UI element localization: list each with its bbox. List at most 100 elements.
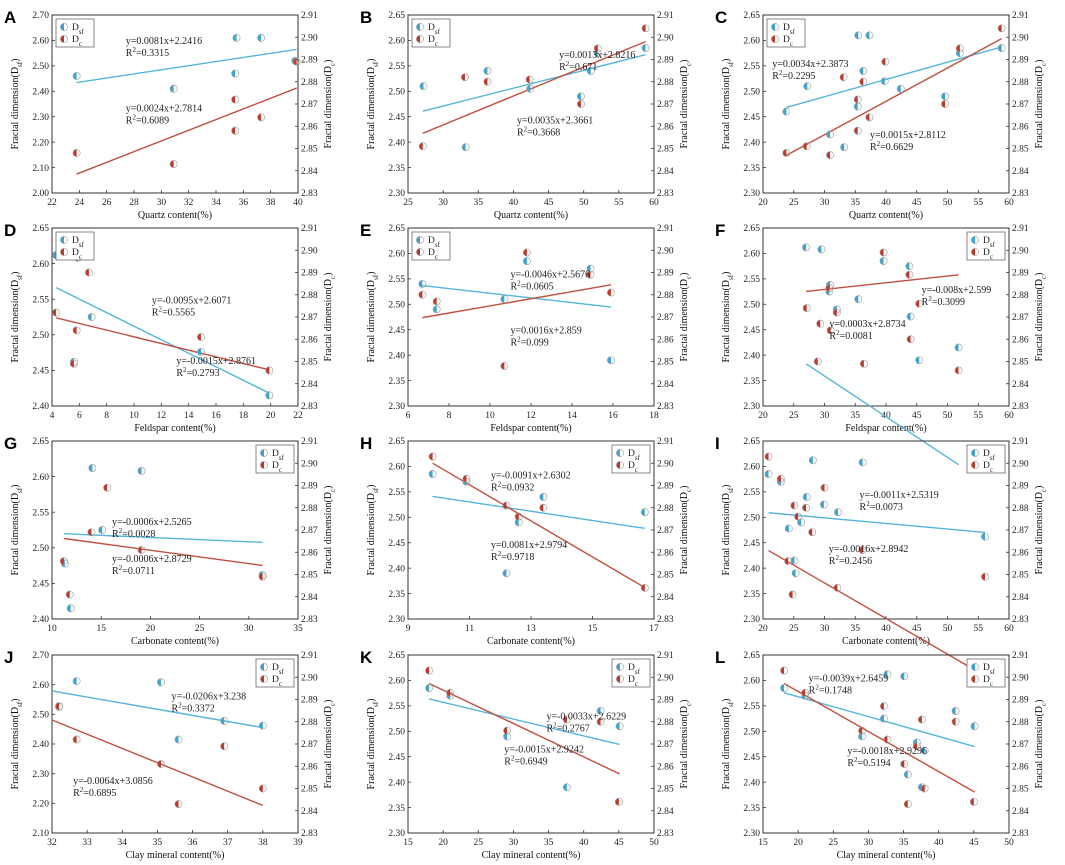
dc-fit-r2-exponent: 2 [566, 60, 570, 68]
dc-point-ring [853, 95, 862, 104]
dc-point-fill [73, 149, 77, 157]
dc-point-fill [881, 58, 886, 66]
y-right-axis-label-sub: c [685, 276, 693, 279]
dsf-fit-equation: y=-0.0206x+3.238 [171, 692, 246, 703]
dc-point-fill [259, 784, 263, 793]
dc-point [900, 760, 909, 768]
y-right-tick-label: 2.89 [657, 56, 674, 66]
dc-point-fill [854, 127, 858, 135]
dsf-fit-r2-exponent: 2 [553, 722, 557, 730]
dc-point-ring [72, 326, 81, 335]
dsf-point [87, 313, 96, 321]
x-axis-label: Quartz content(%) [138, 210, 212, 221]
dsf-point [425, 684, 433, 692]
y-left-axis-label-sub: sf [372, 61, 380, 67]
dsf-point [920, 746, 929, 755]
y-right-tick-label: 2.88 [657, 78, 674, 88]
dsf-point-fill [905, 262, 910, 270]
y-left-tick-label: 2.30 [388, 829, 405, 839]
legend-dc-marker-ring [260, 461, 268, 469]
dc-point-ring [596, 717, 605, 726]
y-left-tick-label: 2.45 [32, 580, 49, 590]
dc-fit-r2-symbol: R [126, 116, 133, 127]
dc-point-ring [640, 583, 649, 592]
dsf-point [859, 67, 868, 75]
y-right-tick-label: 2.87 [657, 526, 674, 536]
dsf-point [461, 143, 470, 152]
dc-point-fill [157, 760, 161, 768]
dc-point-ring [641, 24, 650, 33]
y-left-tick-label: 2.50 [743, 87, 760, 97]
y-right-tick-label: 2.86 [301, 335, 318, 345]
dsf-point-ring [803, 82, 812, 91]
y-left-tick-label: 2.50 [32, 544, 49, 554]
panel-e: E 6 8 10 12 14 16 18 2.30 2.35 2.40 2.45 2.50 2.55 2.6… [360, 221, 693, 434]
dsf-point [483, 67, 492, 75]
y-right-tick-label: 2.91 [301, 651, 318, 661]
dc-fit-r2-exponent: 2 [132, 114, 136, 122]
legend-dc-label-main: D [628, 675, 635, 685]
dsf-point-fill [881, 77, 885, 85]
y-left-tick-label: 2.50 [388, 513, 405, 523]
dc-fit-r2: R2=0.671 [559, 60, 597, 73]
legend-dsf-label-sub: sf [635, 454, 641, 462]
dc-point [428, 452, 437, 461]
dc-point-fill [904, 800, 908, 808]
legend-dc-marker-fill [971, 461, 975, 469]
dsf-fit-r2-symbol: R [491, 483, 498, 494]
y-left-axis-label-tail: ) [366, 485, 377, 488]
dsf-fit-r2-value: =0.3668 [527, 127, 560, 138]
dc-point-fill [429, 452, 433, 461]
dsf-point [66, 604, 75, 613]
y-right-axis-label-tail: ) [679, 60, 690, 63]
y-left-tick-label: 2.55 [388, 62, 405, 72]
dc-point [85, 268, 93, 277]
dc-point-ring [103, 483, 112, 492]
x-tick-label: 25 [403, 198, 413, 208]
dc-point-ring [72, 735, 81, 744]
dc-point-fill [500, 362, 505, 370]
y-right-tick-label: 2.86 [301, 548, 318, 558]
x-tick-label: 15 [403, 838, 413, 848]
dsf-point-fill [951, 707, 956, 715]
dc-fit-r2-symbol: R [491, 552, 498, 563]
dsf-point-fill [981, 533, 986, 541]
dc-fit-r2: R2=0.6629 [870, 140, 913, 153]
dsf-point [970, 722, 979, 731]
dc-point-fill [820, 484, 825, 492]
dc-point [257, 113, 265, 122]
dsf-point-ring [586, 67, 595, 75]
dsf-point-fill [880, 714, 884, 723]
legend-dc-marker-fill [416, 35, 420, 43]
legend-dsf-label: Dsf [783, 23, 796, 36]
dc-point-ring [816, 319, 825, 328]
x-tick-label: 17 [649, 624, 659, 634]
y-left-tick-label: 2.40 [388, 778, 405, 788]
dsf-point [880, 77, 889, 86]
dsf-fit-line [422, 284, 612, 308]
dsf-point [780, 684, 788, 692]
y-right-tick-label: 2.91 [657, 651, 674, 661]
y-right-axis-label-tail: ) [679, 700, 690, 703]
legend-dc-marker-fill [616, 675, 620, 683]
dc-point-fill [596, 718, 601, 726]
legend-dsf-marker [971, 449, 979, 457]
dsf-point-ring [854, 295, 863, 304]
legend-dsf-marker-ring [771, 23, 779, 31]
y-right-tick-label: 2.86 [301, 762, 318, 772]
x-tick-label: 14 [567, 411, 577, 421]
y-left-tick-label: 2.30 [743, 189, 760, 199]
dc-point [776, 474, 785, 483]
y-right-tick-label: 2.87 [1012, 313, 1029, 323]
dc-point-ring [900, 760, 909, 768]
y-right-axis-label-sub: c [1040, 276, 1048, 279]
dc-point-ring [87, 528, 96, 537]
dsf-point-ring [432, 305, 441, 314]
dc-point-ring [859, 77, 868, 86]
x-tick-label: 30 [157, 198, 167, 208]
y-left-tick-label: 2.60 [743, 463, 760, 473]
dc-point [137, 546, 146, 554]
dc-point-ring [258, 572, 267, 581]
